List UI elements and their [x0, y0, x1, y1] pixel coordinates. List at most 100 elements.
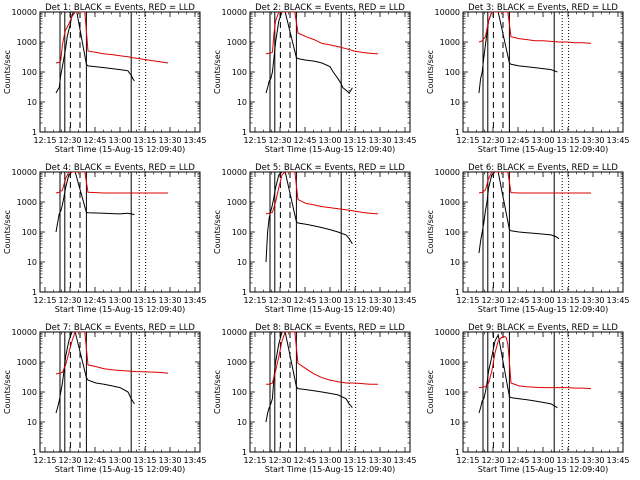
x-tick-label: 13:00	[531, 296, 554, 305]
y-tick-label: 1000	[440, 198, 460, 207]
series-group	[55, 332, 169, 414]
x-tick-label: 13:00	[318, 136, 341, 145]
y-axis-label: Counts/sec	[426, 210, 435, 254]
y-tick-label: 10000	[12, 328, 37, 337]
panel-title: Det 5: BLACK = Events, RED = LLD	[255, 163, 405, 173]
y-axis-label: Counts/sec	[3, 370, 12, 414]
plot-frame	[39, 11, 201, 133]
x-tick-label: 12:45	[83, 456, 106, 465]
y-tick-label: 1	[32, 128, 37, 137]
x-tick-label: 13:15	[133, 296, 156, 305]
x-tick-label: 13:30	[158, 456, 181, 465]
x-tick-label: 12:15	[456, 456, 479, 465]
x-axis-label: Start Time (15-Aug-15 12:09:40)	[478, 465, 609, 474]
x-tick-label: 12:30	[268, 136, 291, 145]
x-tick-label: 13:15	[133, 136, 156, 145]
y-tick-label: 1000	[440, 38, 460, 47]
detector-panel-7: 1 10 100 1000 10000 12:15 12:30 12:45 13:00 13:15…	[3, 323, 207, 474]
y-tick-label: 100	[22, 68, 37, 77]
plot-frame	[249, 171, 411, 293]
y-axis-label: Counts/sec	[3, 210, 12, 254]
y-tick-label: 1	[32, 288, 37, 297]
y-tick-label: 10	[237, 258, 247, 267]
events-series-line	[478, 172, 560, 254]
y-tick-label: 10	[450, 258, 460, 267]
y-tick-label: 1	[242, 288, 247, 297]
x-tick-label: 13:00	[531, 136, 554, 145]
x-tick-label: 13:45	[393, 456, 416, 465]
plot-frame	[462, 331, 624, 453]
series-group	[265, 12, 379, 94]
y-axis-label: Counts/sec	[426, 50, 435, 94]
detector-panel-3: 1 10 100 1000 10000 12:15 12:30 12:45 13:00 13:15…	[426, 3, 630, 154]
x-tick-label: 13:15	[133, 456, 156, 465]
detector-panel-1: 1 10 100 1000 10000 12:15 12:30 12:45 13:00 13:15…	[3, 3, 207, 154]
y-tick-label: 100	[445, 228, 460, 237]
x-tick-label: 13:00	[108, 456, 131, 465]
y-tick-label: 1	[242, 448, 247, 457]
y-tick-label: 10000	[435, 8, 460, 17]
x-tick-label: 13:30	[368, 136, 391, 145]
x-tick-label: 12:15	[33, 136, 56, 145]
panel-title: Det 1: BLACK = Events, RED = LLD	[45, 3, 195, 13]
x-tick-label: 12:45	[293, 136, 316, 145]
series-group	[478, 333, 592, 414]
lld-series-line	[478, 336, 592, 390]
x-axis-label: Start Time (15-Aug-15 12:09:40)	[55, 145, 186, 154]
x-tick-label: 12:30	[58, 456, 81, 465]
y-tick-label: 1	[455, 288, 460, 297]
detector-panel-9: 1 10 100 1000 10000 12:15 12:30 12:45 13:00 13:15…	[426, 323, 630, 474]
y-tick-label: 10	[27, 418, 37, 427]
y-tick-label: 1000	[17, 358, 37, 367]
y-tick-label: 100	[232, 228, 247, 237]
y-axis-label: Counts/sec	[213, 210, 222, 254]
lld-series-line	[265, 12, 379, 55]
x-axis-label: Start Time (15-Aug-15 12:09:40)	[478, 305, 609, 314]
y-tick-label: 10000	[435, 168, 460, 177]
x-axis-label: Start Time (15-Aug-15 12:09:40)	[265, 305, 396, 314]
y-tick-label: 1000	[440, 358, 460, 367]
y-tick-label: 10000	[222, 8, 247, 17]
y-tick-label: 10	[450, 418, 460, 427]
x-tick-label: 13:30	[158, 296, 181, 305]
lld-series-line	[55, 172, 168, 194]
x-axis-label: Start Time (15-Aug-15 12:09:40)	[55, 305, 186, 314]
x-axis-label: Start Time (15-Aug-15 12:09:40)	[265, 145, 396, 154]
y-tick-label: 10000	[12, 168, 37, 177]
panel-title: Det 4: BLACK = Events, RED = LLD	[45, 163, 195, 173]
x-tick-label: 13:00	[531, 456, 554, 465]
x-tick-label: 12:30	[58, 296, 81, 305]
plot-frame	[39, 171, 201, 293]
y-tick-label: 100	[232, 388, 247, 397]
events-series-line	[55, 12, 135, 94]
y-tick-label: 1000	[17, 198, 37, 207]
plot-frame	[39, 331, 201, 453]
x-tick-label: 13:15	[556, 136, 579, 145]
detector-panel-2: 1 10 100 1000 10000 12:15 12:30 12:45 13:00 13:15…	[213, 3, 417, 154]
series-group	[478, 12, 592, 94]
y-tick-label: 1	[32, 448, 37, 457]
x-axis-label: Start Time (15-Aug-15 12:09:40)	[265, 465, 396, 474]
panel-title: Det 3: BLACK = Events, RED = LLD	[468, 3, 618, 13]
series-group	[55, 172, 168, 233]
series-group	[478, 172, 591, 254]
x-tick-label: 13:45	[393, 136, 416, 145]
plot-frame	[249, 331, 411, 453]
x-tick-label: 13:15	[343, 296, 366, 305]
series-group	[265, 332, 378, 423]
y-tick-label: 1	[455, 128, 460, 137]
x-tick-label: 13:45	[606, 136, 629, 145]
x-tick-label: 13:45	[606, 296, 629, 305]
x-tick-label: 12:45	[506, 296, 529, 305]
y-tick-label: 10	[450, 98, 460, 107]
x-tick-label: 12:30	[481, 136, 504, 145]
x-tick-label: 12:15	[33, 296, 56, 305]
y-tick-label: 100	[445, 68, 460, 77]
x-tick-label: 13:30	[581, 456, 604, 465]
x-tick-label: 13:30	[581, 296, 604, 305]
x-tick-label: 13:30	[368, 296, 391, 305]
x-tick-label: 13:30	[581, 136, 604, 145]
detector-panel-6: 1 10 100 1000 10000 12:15 12:30 12:45 13:00 13:15…	[426, 163, 630, 314]
detector-panel-8: 1 10 100 1000 10000 12:15 12:30 12:45 13:00 13:15…	[213, 323, 417, 474]
lld-series-line	[55, 12, 169, 64]
